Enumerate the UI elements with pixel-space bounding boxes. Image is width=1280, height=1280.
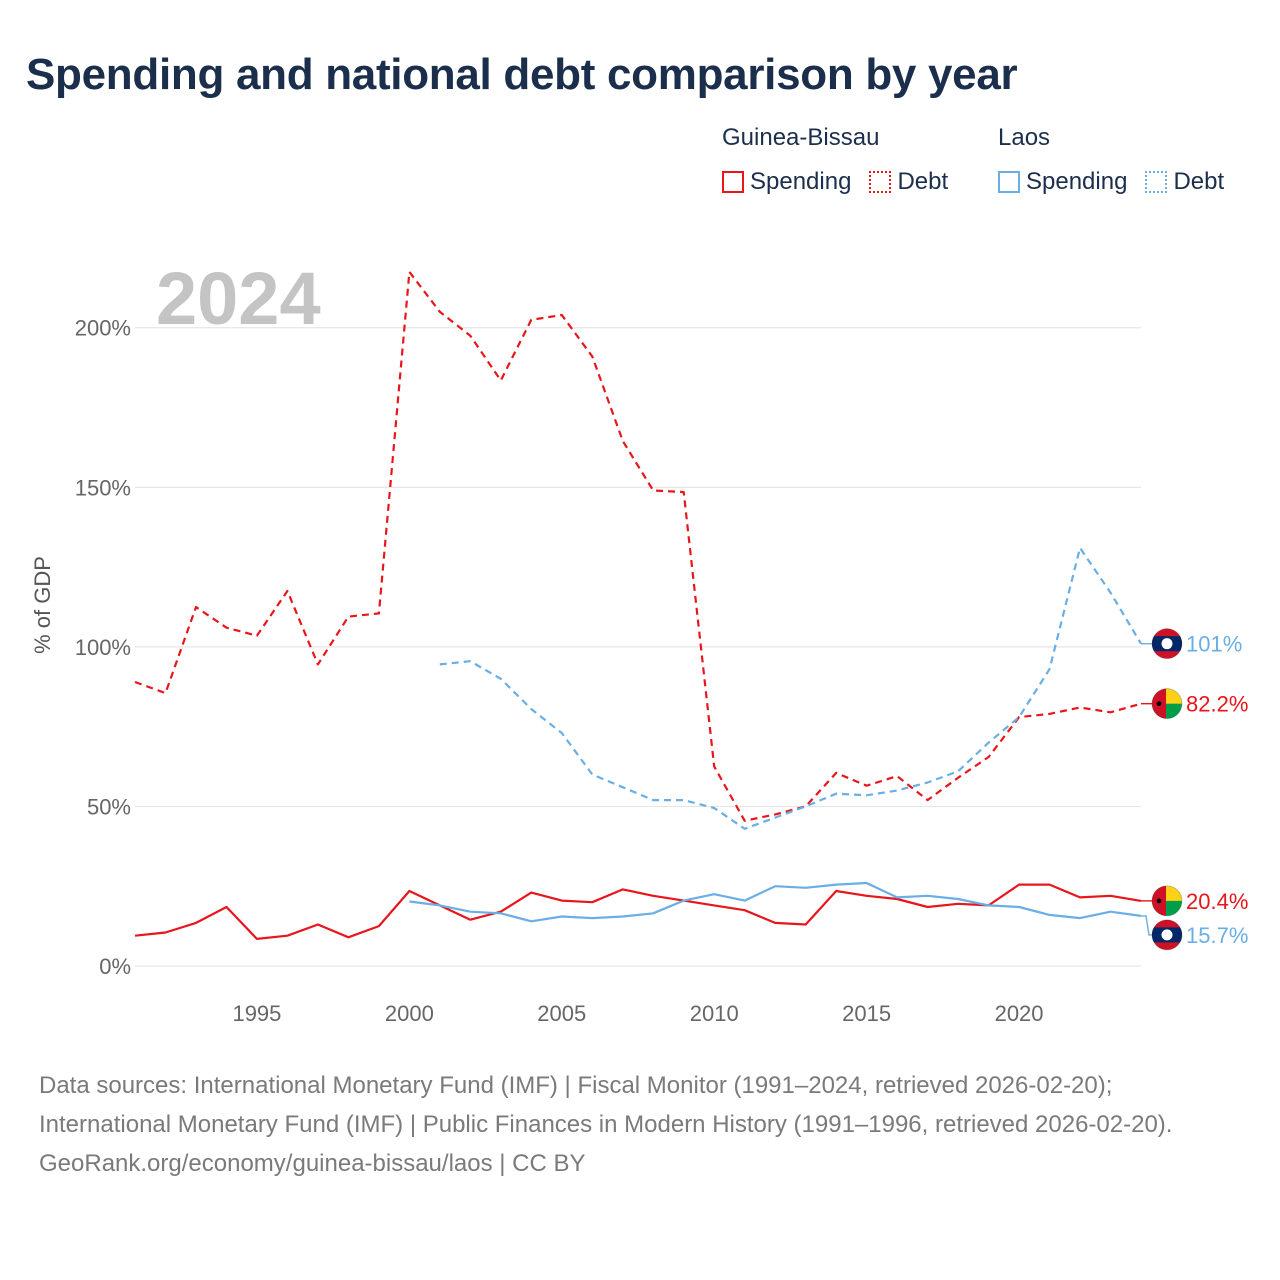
- laos-flag-icon: [1151, 628, 1183, 660]
- flag-disc: [1161, 929, 1173, 941]
- flag-star: [1156, 898, 1162, 904]
- y-tick-label: 200%: [75, 316, 131, 341]
- data-sources: Data sources: International Monetary Fun…: [39, 1072, 1173, 1138]
- end-value-label: 15.7%: [1186, 923, 1248, 948]
- legend-label: Debt: [1173, 168, 1225, 195]
- legend-label: Spending: [750, 168, 852, 195]
- legend-swatch-solid: [998, 171, 1020, 193]
- x-tick-label: 2005: [537, 1001, 586, 1026]
- series-line-guinea-bissau-spending[interactable]: [134, 883, 1142, 941]
- legend-group-title: Guinea-Bissau: [722, 124, 880, 151]
- legend-group-title: Laos: [998, 124, 1051, 151]
- end-labels: 101% 82.2% 20.4% 15.7%: [1141, 628, 1248, 951]
- series-line-laos-debt[interactable]: [439, 546, 1142, 830]
- line-chart: 2024 0% 50% 100% 150% 200% 1995 2000 2005 2010 2…: [30, 257, 1248, 1026]
- flag-outline: [1151, 885, 1183, 917]
- series-line-guinea-bissau-debt[interactable]: [134, 270, 1142, 822]
- x-tick-label: 2010: [690, 1001, 739, 1026]
- guinea-bissau-flag-icon: [1151, 885, 1183, 917]
- end-label-connector: [1141, 915, 1153, 936]
- flag-outline: [1151, 919, 1183, 951]
- flag-star: [1156, 701, 1162, 707]
- flag-outline: [1151, 628, 1183, 660]
- legend-label: Debt: [897, 168, 949, 195]
- year-watermark: 2024: [156, 257, 321, 340]
- legend-guinea-bissau: Guinea-Bissau Spending Debt: [722, 124, 966, 196]
- x-tick-label: 2000: [385, 1001, 434, 1026]
- y-tick-label: 100%: [75, 635, 131, 660]
- legend-laos: Laos Spending Debt: [998, 124, 1242, 196]
- laos-flag-icon: [1151, 919, 1183, 951]
- series-line-laos-spending[interactable]: [409, 881, 1142, 923]
- x-axis-ticks: 1995 2000 2005 2010 2015 2020: [232, 1001, 1043, 1026]
- legend-item-laos-debt[interactable]: Debt: [1145, 168, 1224, 196]
- footer: Data sources: International Monetary Fun…: [39, 1066, 1249, 1183]
- end-value-label: 20.4%: [1186, 889, 1248, 914]
- y-axis-ticks: 0% 50% 100% 150% 200%: [75, 316, 131, 979]
- flag-disc: [1161, 638, 1173, 650]
- end-value-label: 101%: [1186, 632, 1242, 657]
- y-tick-label: 0%: [99, 954, 131, 979]
- credit-link[interactable]: GeoRank.org/economy/guinea-bissau/laos |…: [39, 1150, 586, 1177]
- flag-outline: [1151, 688, 1183, 720]
- series-layer: [134, 270, 1142, 941]
- chart-title: Spending and national debt comparison by…: [26, 50, 1018, 99]
- y-axis-label: % of GDP: [30, 556, 55, 654]
- grid-layer: [135, 327, 1141, 967]
- legend-swatch-dotted: [869, 171, 892, 193]
- legend-swatch-solid: [722, 171, 744, 193]
- legend-item-laos-spending[interactable]: Spending: [998, 168, 1127, 196]
- x-tick-label: 2015: [842, 1001, 891, 1026]
- legend-swatch-dotted: [1145, 171, 1168, 193]
- y-tick-label: 150%: [75, 475, 131, 500]
- x-tick-label: 1995: [232, 1001, 281, 1026]
- legend-label: Spending: [1026, 168, 1128, 195]
- y-tick-label: 50%: [87, 794, 131, 819]
- x-tick-label: 2020: [995, 1001, 1044, 1026]
- legend-item-gb-spending[interactable]: Spending: [722, 168, 851, 196]
- end-value-label: 82.2%: [1186, 692, 1248, 717]
- guinea-bissau-flag-icon: [1151, 688, 1183, 720]
- legend-item-gb-debt[interactable]: Debt: [869, 168, 948, 196]
